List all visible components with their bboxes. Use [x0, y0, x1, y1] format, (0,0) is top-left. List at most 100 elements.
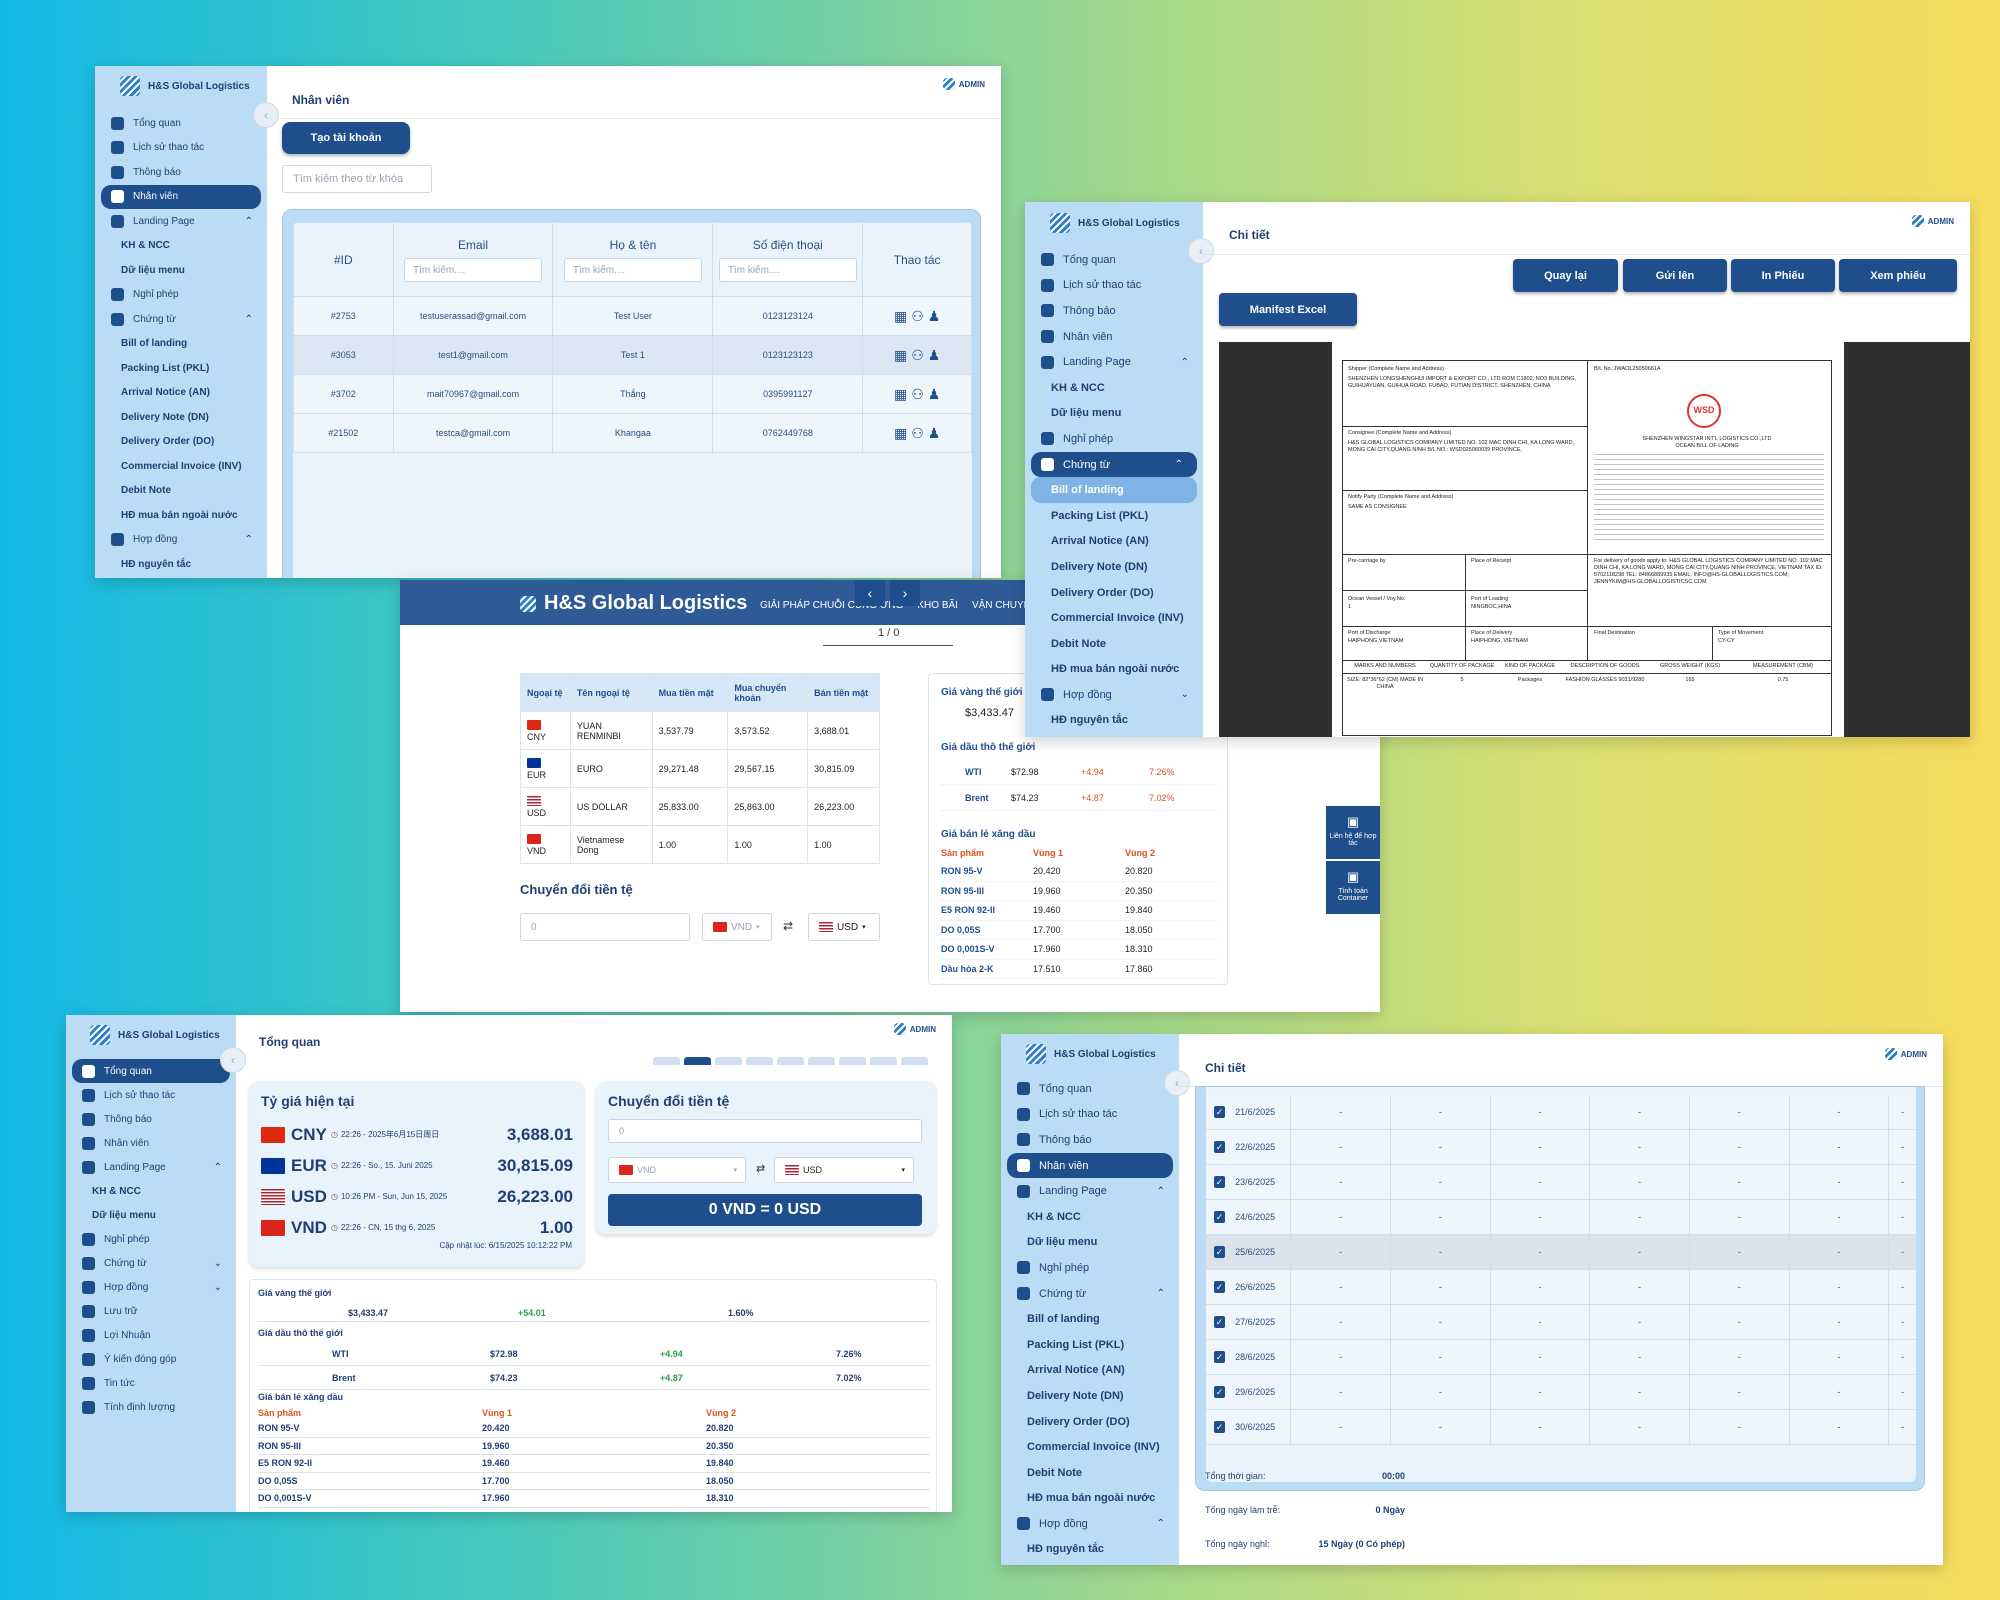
sidebar-item-landing-page[interactable]: Landing Page ⌃	[95, 209, 267, 234]
user-clock-icon[interactable]: ♟	[927, 424, 941, 441]
calendar-icon[interactable]: ▦	[893, 385, 908, 402]
calendar-icon[interactable]: ▦	[893, 346, 908, 363]
slider-next-button[interactable]: ›	[890, 580, 920, 606]
carousel-tab[interactable]	[746, 1057, 773, 1065]
sidebar-item-bill-of-landing[interactable]: Bill of landing	[1001, 1306, 1179, 1332]
sidebar-item-y-kien-dong-gop[interactable]: Ý kiến đóng góp	[66, 1347, 236, 1371]
sidebar-item-delivery-note-dn[interactable]: Delivery Note (DN)	[1001, 1383, 1179, 1409]
row-checkbox[interactable]: ✓	[1214, 1421, 1226, 1433]
user-clock-icon[interactable]: ♟	[927, 346, 941, 363]
sidebar-item-landing-page[interactable]: Landing Page ⌃	[1025, 349, 1203, 375]
sidebar-item-hd-nguyen-tac[interactable]: HĐ nguyên tắc	[95, 552, 267, 577]
calendar-icon[interactable]: ▦	[893, 424, 908, 441]
sidebar-item-tin-tuc[interactable]: Tin tức	[66, 1371, 236, 1395]
sidebar-item-landing-page[interactable]: Landing Page ⌃	[1001, 1178, 1179, 1204]
user-clock-icon[interactable]: ♟	[927, 307, 941, 324]
sidebar-item-hop-dong[interactable]: Hợp đồng ⌄	[1025, 682, 1203, 708]
sidebar-item-du-lieu-menu[interactable]: Dữ liệu menu	[95, 258, 267, 283]
sidebar-item-lich-su-thao-tac[interactable]: Lịch sử thao tác	[1001, 1102, 1179, 1128]
sidebar-item-lich-su-thao-tac[interactable]: Lịch sử thao tác	[1025, 273, 1203, 299]
sidebar-item-hd-mua-ban-ngoai-nuoc[interactable]: HĐ mua bán ngoài nước	[95, 503, 267, 528]
collapse-sidebar-button[interactable]: ‹	[1164, 1070, 1190, 1096]
sidebar-item-hop-dong[interactable]: Hợp đồng ⌃	[95, 528, 267, 553]
sidebar-item-chung-tu[interactable]: Chứng từ ⌃	[1001, 1281, 1179, 1307]
carousel-tab[interactable]	[901, 1057, 928, 1065]
sidebar-item-hd-mua-ban-ngoai-nuoc[interactable]: HĐ mua bán ngoài nước	[1001, 1486, 1179, 1512]
carousel-tab[interactable]	[715, 1057, 742, 1065]
sidebar-item-arrival-notice-an[interactable]: Arrival Notice (AN)	[1025, 529, 1203, 555]
sidebar-item-du-lieu-menu[interactable]: Dữ liệu menu	[1001, 1230, 1179, 1256]
row-checkbox[interactable]: ✓	[1214, 1386, 1226, 1398]
sidebar-item-kh-ncc[interactable]: KH & NCC	[1025, 375, 1203, 401]
carousel-tab[interactable]	[808, 1057, 835, 1065]
sidebar-item-hd-nguyen-tac[interactable]: HĐ nguyên tắc	[1025, 708, 1203, 734]
carousel-tab[interactable]	[777, 1057, 804, 1065]
sidebar-item-chung-tu[interactable]: Chứng từ ⌄	[66, 1251, 236, 1275]
sidebar-item-bill-of-landing[interactable]: Bill of landing	[95, 332, 267, 357]
sidebar-item-thong-bao[interactable]: Thông báo	[1025, 298, 1203, 324]
sidebar-item-debit-note[interactable]: Debit Note	[95, 479, 267, 504]
manifest-excel-button[interactable]: Manifest Excel	[1219, 293, 1357, 326]
sidebar-item-hop-dong[interactable]: Hợp đồng ⌃	[1001, 1511, 1179, 1537]
landing-menu-item[interactable]: VẬN CHUYỂN	[971, 600, 1038, 611]
sidebar-item-hd-mua-ban-ngoai-nuoc[interactable]: HĐ mua bán ngoài nước	[1025, 657, 1203, 683]
sidebar-item-nhan-vien[interactable]: Nhân viên	[66, 1131, 236, 1155]
sidebar-item-nghi-phep[interactable]: Nghỉ phép	[1025, 426, 1203, 452]
row-checkbox[interactable]: ✓	[1214, 1281, 1226, 1293]
sidebar-item-packing-list-pkl[interactable]: Packing List (PKL)	[95, 356, 267, 381]
sidebar-item-commercial-invoice-inv[interactable]: Commercial Invoice (INV)	[95, 454, 267, 479]
sidebar-item-delivery-order-do[interactable]: Delivery Order (DO)	[1025, 580, 1203, 606]
row-checkbox[interactable]: ✓	[1214, 1246, 1226, 1258]
sidebar-item-debit-note[interactable]: Debit Note	[1001, 1460, 1179, 1486]
sidebar-item-kh-ncc[interactable]: KH & NCC	[95, 234, 267, 259]
sidebar-item-delivery-note-dn[interactable]: Delivery Note (DN)	[95, 405, 267, 430]
sidebar-item-tong-quan[interactable]: Tổng quan	[95, 111, 267, 136]
collapse-sidebar-button[interactable]: ‹	[220, 1047, 246, 1073]
carousel-tab[interactable]	[870, 1057, 897, 1065]
sidebar-item-thong-bao[interactable]: Thông báo	[66, 1107, 236, 1131]
view-button[interactable]: Xem phiếu	[1839, 259, 1957, 292]
back-button[interactable]: Quay lại	[1513, 259, 1618, 292]
sidebar-item-nghi-phep[interactable]: Nghỉ phép	[66, 1227, 236, 1251]
team-icon[interactable]: ⚇	[911, 346, 924, 363]
to-currency-select[interactable]: USD ▾	[774, 1157, 914, 1183]
sidebar-item-tong-quan[interactable]: Tổng quan	[1025, 247, 1203, 273]
sidebar-item-arrival-notice-an[interactable]: Arrival Notice (AN)	[1001, 1358, 1179, 1384]
sidebar-item-delivery-order-do[interactable]: Delivery Order (DO)	[95, 430, 267, 455]
sidebar-item-delivery-order-do[interactable]: Delivery Order (DO)	[1001, 1409, 1179, 1435]
sidebar-item-chung-tu[interactable]: Chứng từ ⌃	[1031, 451, 1197, 478]
from-currency-select[interactable]: VND ▾	[608, 1157, 746, 1183]
sidebar-item-thong-bao[interactable]: Thông báo	[1001, 1127, 1179, 1153]
side-button-lien-he-de-hop-tac[interactable]: ▣ Liên hệ để hợp tác	[1326, 806, 1380, 859]
sidebar-item-thong-bao[interactable]: Thông báo	[95, 160, 267, 185]
sidebar-item-tong-quan[interactable]: Tổng quan	[72, 1059, 230, 1083]
sidebar-item-chung-tu[interactable]: Chứng từ ⌃	[95, 307, 267, 332]
sidebar-item-hop-dong[interactable]: Hợp đồng ⌄	[66, 1275, 236, 1299]
sidebar-item-commercial-invoice-inv[interactable]: Commercial Invoice (INV)	[1025, 605, 1203, 631]
keyword-search-input[interactable]: Tìm kiếm theo từ khóa	[282, 165, 432, 193]
sidebar-item-tong-quan[interactable]: Tổng quan	[1001, 1076, 1179, 1102]
collapse-sidebar-button[interactable]: ‹	[1188, 238, 1214, 264]
landing-menu-item[interactable]: GIẢI PHÁP CHUỖI CUNG ỨNG	[760, 600, 904, 611]
row-checkbox[interactable]: ✓	[1214, 1211, 1226, 1223]
sidebar-item-commercial-invoice-inv[interactable]: Commercial Invoice (INV)	[1001, 1434, 1179, 1460]
sidebar-item-du-lieu-menu[interactable]: Dữ liệu menu	[1025, 401, 1203, 427]
sidebar-item-packing-list-pkl[interactable]: Packing List (PKL)	[1025, 503, 1203, 529]
row-checkbox[interactable]: ✓	[1214, 1316, 1226, 1328]
sidebar-item-nhan-vien[interactable]: Nhân viên	[1025, 324, 1203, 350]
landing-menu-item[interactable]: KHO BÃI	[917, 600, 958, 611]
to-currency-select[interactable]: USD ▾	[808, 913, 880, 941]
sidebar-item-arrival-notice-an[interactable]: Arrival Notice (AN)	[95, 381, 267, 406]
sidebar-item-bill-of-landing[interactable]: Bill of landing	[1031, 477, 1197, 503]
row-checkbox[interactable]: ✓	[1214, 1106, 1226, 1118]
sidebar-item-kh-ncc[interactable]: KH & NCC	[66, 1179, 236, 1203]
row-checkbox[interactable]: ✓	[1214, 1141, 1226, 1153]
row-checkbox[interactable]: ✓	[1214, 1176, 1226, 1188]
sidebar-item-hd-nguyen-tac[interactable]: HĐ nguyên tắc	[1001, 1537, 1179, 1563]
sidebar-item-luu-tru[interactable]: Lưu trữ	[1025, 733, 1203, 737]
print-button[interactable]: In Phiếu	[1731, 259, 1835, 292]
slider-prev-button[interactable]: ‹	[855, 580, 885, 606]
column-filter-input[interactable]: Tìm kiếm....	[404, 257, 543, 282]
sidebar-item-lich-su-thao-tac[interactable]: Lịch sử thao tác	[95, 136, 267, 161]
team-icon[interactable]: ⚇	[911, 424, 924, 441]
